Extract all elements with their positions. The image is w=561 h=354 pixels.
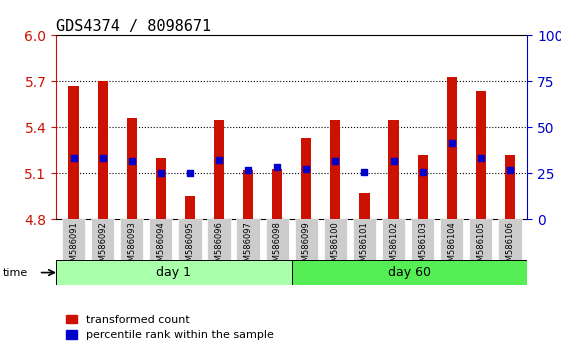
- Bar: [330, 120, 341, 219]
- FancyBboxPatch shape: [120, 219, 144, 260]
- Text: GSM586103: GSM586103: [418, 222, 427, 272]
- Bar: [214, 120, 224, 219]
- Bar: [68, 86, 79, 219]
- Point: [214, 157, 223, 162]
- Text: GSM586091: GSM586091: [69, 222, 78, 272]
- Point: [127, 158, 136, 164]
- FancyBboxPatch shape: [265, 219, 289, 260]
- FancyBboxPatch shape: [469, 219, 493, 260]
- Bar: [505, 155, 515, 219]
- FancyBboxPatch shape: [498, 219, 522, 260]
- FancyBboxPatch shape: [149, 219, 172, 260]
- Point: [360, 169, 369, 175]
- Text: GSM586093: GSM586093: [127, 222, 136, 272]
- Text: GSM586100: GSM586100: [331, 222, 340, 272]
- Bar: [360, 193, 370, 219]
- FancyBboxPatch shape: [440, 219, 463, 260]
- Text: GSM586098: GSM586098: [273, 222, 282, 272]
- Bar: [185, 196, 195, 219]
- Text: GSM586097: GSM586097: [243, 222, 252, 272]
- Point: [418, 169, 427, 175]
- Text: time: time: [3, 268, 28, 278]
- FancyBboxPatch shape: [208, 219, 231, 260]
- FancyBboxPatch shape: [382, 219, 405, 260]
- Point: [186, 171, 195, 176]
- Bar: [447, 77, 457, 219]
- Point: [331, 158, 340, 164]
- Text: GSM586106: GSM586106: [505, 222, 514, 272]
- Text: GSM586101: GSM586101: [360, 222, 369, 272]
- Point: [476, 155, 485, 161]
- Point: [243, 167, 252, 173]
- FancyBboxPatch shape: [295, 219, 318, 260]
- Text: GDS4374 / 8098671: GDS4374 / 8098671: [56, 19, 211, 34]
- Text: GSM586099: GSM586099: [302, 222, 311, 272]
- Bar: [272, 169, 282, 219]
- Point: [302, 166, 311, 172]
- FancyBboxPatch shape: [236, 219, 260, 260]
- Text: GSM586105: GSM586105: [476, 222, 485, 272]
- FancyBboxPatch shape: [62, 219, 85, 260]
- Bar: [127, 118, 137, 219]
- FancyBboxPatch shape: [324, 219, 347, 260]
- Point: [157, 171, 165, 176]
- Text: GSM586102: GSM586102: [389, 222, 398, 272]
- Point: [69, 155, 78, 161]
- Point: [98, 155, 107, 161]
- Point: [273, 165, 282, 170]
- Text: day 60: day 60: [388, 266, 431, 279]
- Legend: transformed count, percentile rank within the sample: transformed count, percentile rank withi…: [62, 310, 278, 345]
- FancyBboxPatch shape: [411, 219, 434, 260]
- Text: GSM586092: GSM586092: [98, 222, 107, 272]
- Bar: [243, 170, 253, 219]
- Text: GSM586095: GSM586095: [185, 222, 195, 272]
- Text: GSM586094: GSM586094: [157, 222, 165, 272]
- Bar: [417, 155, 427, 219]
- Bar: [56, 260, 292, 285]
- Bar: [301, 138, 311, 219]
- FancyBboxPatch shape: [178, 219, 201, 260]
- Text: GSM586096: GSM586096: [214, 222, 223, 272]
- Text: GSM586104: GSM586104: [447, 222, 456, 272]
- Bar: [156, 158, 166, 219]
- Point: [447, 140, 456, 145]
- FancyBboxPatch shape: [353, 219, 376, 260]
- Point: [505, 167, 514, 173]
- Point: [389, 158, 398, 164]
- Bar: [292, 260, 527, 285]
- Text: day 1: day 1: [157, 266, 191, 279]
- Bar: [388, 120, 399, 219]
- FancyBboxPatch shape: [91, 219, 114, 260]
- Bar: [476, 91, 486, 219]
- Bar: [98, 81, 108, 219]
